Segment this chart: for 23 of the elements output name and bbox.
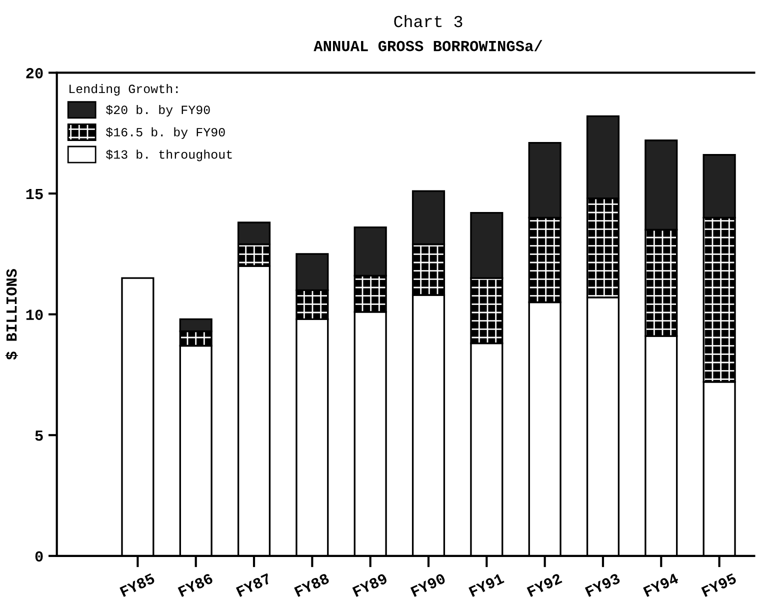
x-tick-label: FY86 [178,573,214,598]
x-tick-label: FY89 [352,573,388,598]
y-tick-label: 20 [26,68,43,78]
legend-label: $20 b. by FY90 [106,104,210,117]
x-tick-label: FY92 [526,573,562,598]
x-tick-label: FY91 [468,572,504,598]
x-tick-label: FY93 [584,573,621,598]
x-tick-label: FY88 [294,573,330,598]
x-tick-label: FY85 [120,573,156,598]
x-tick-label: FY87 [236,573,272,598]
y-tick-label: 5 [35,430,43,441]
y-tick-label: 0 [35,551,43,562]
y-tick-label: 10 [26,310,43,320]
legend-label: $16.5 b. by FY90 [106,127,225,139]
x-tick-label: FY94 [643,572,680,598]
legend-title: Lending Growth: [70,84,178,96]
chart-title: Chart 3 [394,14,462,28]
x-tick-label: FY95 [701,573,737,598]
y-axis-title: $ BILLIONS [5,268,18,360]
x-tick-label: FY90 [410,573,446,598]
y-tick-label: 15 [26,188,43,200]
chart-subtitle: ANNUAL GROSS BORROWINGSa/ [314,40,542,52]
legend-label: $13 b. throughout [106,150,232,162]
